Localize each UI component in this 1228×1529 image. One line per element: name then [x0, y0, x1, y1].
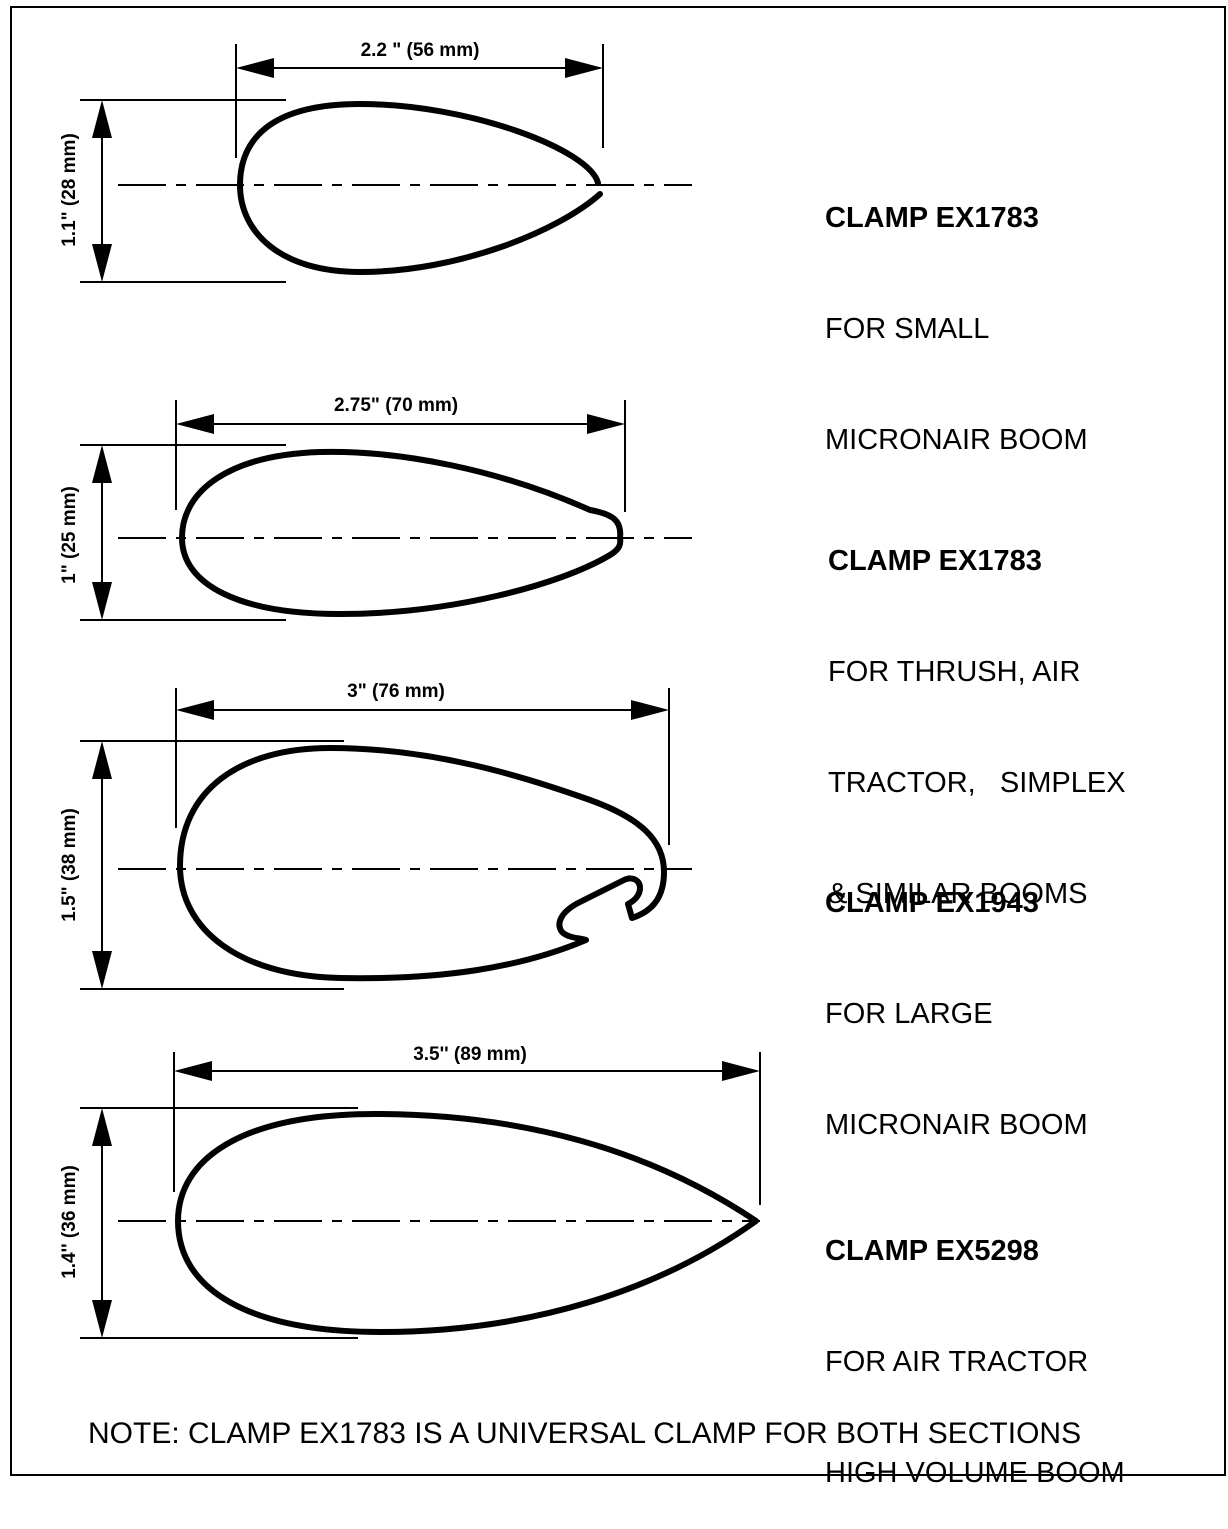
arrowhead-down-icon — [92, 244, 112, 282]
arrowhead-up-icon — [92, 445, 112, 483]
arrowhead-up-icon — [92, 1108, 112, 1146]
clamp-desc-4-line-1: FOR AIR TRACTOR — [825, 1346, 1089, 1378]
arrowhead-up-icon — [92, 741, 112, 779]
arrowhead-left-icon — [236, 58, 274, 78]
arrowhead-up-icon — [92, 100, 112, 138]
clamp-desc-2-line-2: TRACTOR, SIMPLEX — [828, 767, 1126, 799]
arrowhead-right-icon — [565, 58, 603, 78]
arrowhead-left-icon — [174, 1061, 212, 1081]
clamp-profile-1 — [236, 100, 603, 276]
clamp-profile-4 — [175, 1110, 759, 1335]
clamp-desc-4-line-2: HIGH VOLUME BOOM — [825, 1457, 1125, 1489]
clamp-label-1: CLAMP EX1783 FOR SMALL MICRONAIR BOOM — [825, 126, 1088, 496]
clamp-label-2: CLAMP EX1783 FOR THRUSH, AIR TRACTOR, SI… — [828, 469, 1126, 950]
arrowhead-right-icon — [587, 414, 625, 434]
clamp-profile-2 — [179, 448, 624, 617]
section-4-drawing: 3.5'' (89 mm) 1.4'' (36 mm) — [59, 1040, 761, 1339]
clamp-name-1: CLAMP EX1783 — [825, 202, 1039, 234]
clamp-desc-3-line-2: MICRONAIR BOOM — [825, 1109, 1088, 1141]
clamp-label-3: CLAMP EX1943 FOR LARGE MICRONAIR BOOM — [825, 811, 1088, 1181]
clamp-profiles-drawing: 2.2 " (56 mm) 1.1" (28 mm) 2.75" (70 mm)… — [59, 36, 761, 1339]
universal-clamp-note: NOTE: CLAMP EX1783 IS A UNIVERSAL CLAMP … — [88, 1417, 1082, 1450]
height-label-1: 1.1" (28 mm) — [59, 133, 80, 247]
width-label-3: 3" (76 mm) — [347, 681, 445, 702]
width-label-4: 3.5'' (89 mm) — [413, 1044, 527, 1065]
height-label-3: 1.5" (38 mm) — [59, 808, 80, 922]
height-label-2: 1" (25 mm) — [59, 486, 80, 584]
arrowhead-right-icon — [631, 700, 669, 720]
clamp-desc-1-line-1: FOR SMALL — [825, 313, 990, 345]
clamp-profile-3 — [177, 745, 667, 982]
arrowhead-left-icon — [176, 700, 214, 720]
clamp-name-3: CLAMP EX1943 — [825, 887, 1039, 919]
section-1-drawing: 2.2 " (56 mm) 1.1" (28 mm) — [59, 36, 692, 283]
clamp-label-4: CLAMP EX5298 FOR AIR TRACTOR HIGH VOLUME… — [825, 1159, 1125, 1529]
clamp-desc-1-line-2: MICRONAIR BOOM — [825, 424, 1088, 456]
width-label-2: 2.75" (70 mm) — [334, 395, 458, 416]
clamp-desc-3-line-1: FOR LARGE — [825, 998, 993, 1030]
arrowhead-down-icon — [92, 951, 112, 989]
clamp-name-2: CLAMP EX1783 — [828, 545, 1042, 577]
section-2-drawing: 2.75" (70 mm) 1" (25 mm) — [59, 391, 692, 621]
arrowhead-down-icon — [92, 1300, 112, 1338]
section-3-drawing: 3" (76 mm) 1.5" (38 mm) — [59, 677, 692, 990]
arrowhead-down-icon — [92, 582, 112, 620]
arrowhead-left-icon — [176, 414, 214, 434]
clamp-desc-2-line-3: & SIMILAR BOOMS — [828, 878, 1088, 910]
arrowhead-right-icon — [722, 1061, 760, 1081]
height-label-4: 1.4'' (36 mm) — [59, 1165, 80, 1279]
width-label-1: 2.2 " (56 mm) — [361, 40, 480, 61]
clamp-name-4: CLAMP EX5298 — [825, 1235, 1039, 1267]
clamp-desc-2-line-1: FOR THRUSH, AIR — [828, 656, 1081, 688]
